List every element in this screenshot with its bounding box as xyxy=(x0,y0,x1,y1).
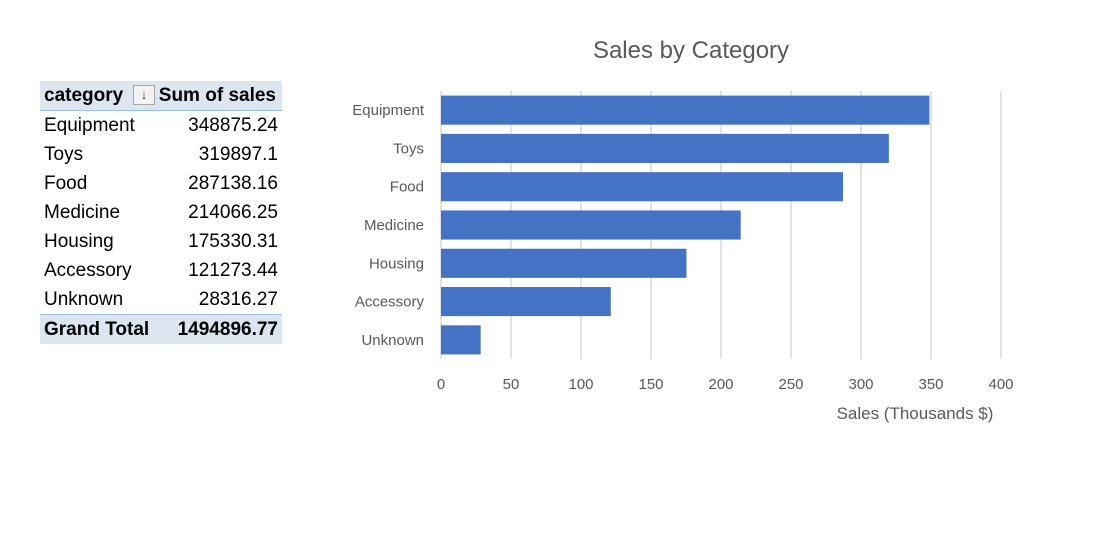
bar[interactable] xyxy=(441,210,741,240)
pivot-row[interactable]: Housing 175330.31 xyxy=(40,227,282,256)
x-tick-label: 200 xyxy=(708,376,733,393)
pivot-row[interactable]: Accessory 121273.44 xyxy=(40,256,282,285)
x-tick-label: 100 xyxy=(568,376,593,393)
pivot-header-category[interactable]: category xyxy=(44,85,124,106)
sort-descending-icon[interactable]: ↓ xyxy=(133,85,155,105)
x-tick-label: 400 xyxy=(988,376,1013,393)
bar[interactable] xyxy=(441,172,843,202)
x-tick-label: 0 xyxy=(437,376,445,393)
pivot-row-sales[interactable]: 287138.16 xyxy=(188,173,278,194)
x-tick-label: 150 xyxy=(638,376,663,393)
pivot-grand-total-value[interactable]: 1494896.77 xyxy=(177,319,278,340)
pivot-row-category[interactable]: Equipment xyxy=(44,115,135,136)
pivot-row-category[interactable]: Toys xyxy=(44,144,84,165)
category-label: Housing xyxy=(369,255,424,272)
x-axis-title: Sales (Thousands $) xyxy=(837,404,994,423)
chart-title: Sales by Category xyxy=(593,37,789,64)
bar[interactable] xyxy=(441,287,611,317)
pivot-row-category[interactable]: Unknown xyxy=(44,289,124,310)
pivot-row[interactable]: Equipment 348875.24 xyxy=(40,111,282,140)
pivot-row-category[interactable]: Housing xyxy=(44,231,114,252)
pivot-row-sales[interactable]: 121273.44 xyxy=(188,260,278,281)
pivot-row-category[interactable]: Medicine xyxy=(44,202,121,223)
pivot-row-sales[interactable]: 348875.24 xyxy=(188,115,278,136)
x-tick-label: 300 xyxy=(848,376,873,393)
pivot-header-row: category ↓ Sum of sales xyxy=(40,81,282,111)
category-label: Accessory xyxy=(355,294,425,311)
pivot-row-category[interactable]: Food xyxy=(44,173,88,194)
pivot-row-sales[interactable]: 214066.25 xyxy=(188,202,278,223)
pivot-header-sum[interactable]: Sum of sales xyxy=(158,85,276,106)
pivot-row-sales[interactable]: 175330.31 xyxy=(188,231,278,252)
bar[interactable] xyxy=(441,133,889,163)
bar[interactable] xyxy=(441,325,481,355)
chart-bars[interactable] xyxy=(441,95,930,355)
chart-category-labels: Equipment Toys Food Medicine Housing Accessor… xyxy=(352,102,425,349)
category-label: Toys xyxy=(393,140,424,157)
pivot-row[interactable]: Medicine 214066.25 xyxy=(40,198,282,227)
x-tick-label: 50 xyxy=(503,376,520,393)
pivot-row-sales[interactable]: 319897.1 xyxy=(198,144,278,165)
pivot-grand-total-label[interactable]: Grand Total xyxy=(44,319,150,340)
pivot-grand-total-row[interactable]: Grand Total 1494896.77 xyxy=(40,314,282,344)
category-label: Equipment xyxy=(352,102,425,119)
pivot-table: category ↓ Sum of sales Equipment 348875… xyxy=(40,81,282,344)
category-label: Unknown xyxy=(361,332,424,349)
chart-x-tick-labels: 0 50 100 150 200 250 300 350 400 xyxy=(437,376,1014,393)
pivot-row[interactable]: Unknown 28316.27 xyxy=(40,285,282,314)
bar[interactable] xyxy=(441,248,687,278)
category-label: Food xyxy=(390,179,424,196)
category-label: Medicine xyxy=(364,217,424,234)
pivot-row-category[interactable]: Accessory xyxy=(44,260,132,281)
bar[interactable] xyxy=(441,95,930,125)
pivot-row-sales[interactable]: 28316.27 xyxy=(198,289,278,310)
pivot-row[interactable]: Food 287138.16 xyxy=(40,169,282,198)
pivot-row[interactable]: Toys 319897.1 xyxy=(40,140,282,169)
x-tick-label: 350 xyxy=(918,376,943,393)
x-tick-label: 250 xyxy=(778,376,803,393)
